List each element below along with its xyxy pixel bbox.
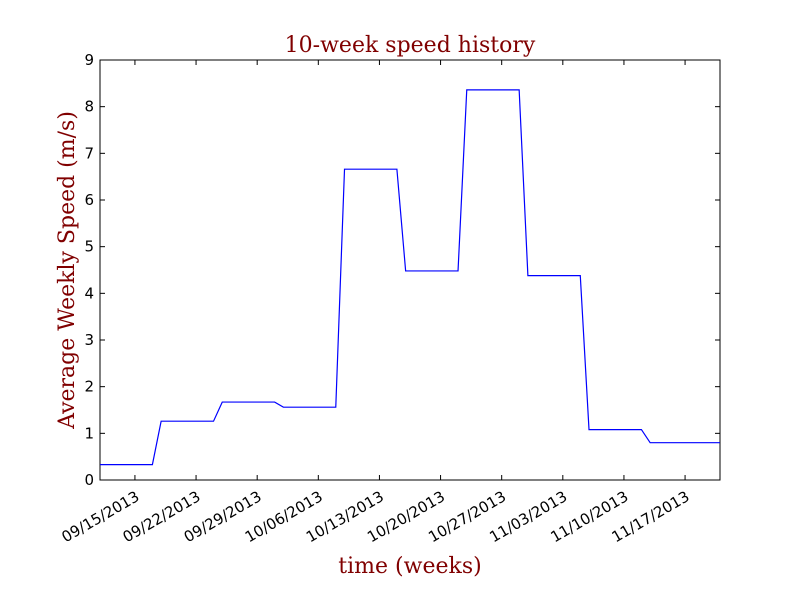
series-layer xyxy=(100,89,720,466)
y-tick-label: 1 xyxy=(84,424,94,442)
y-tick-label: 4 xyxy=(84,284,94,302)
y-tick-label: 0 xyxy=(84,471,94,489)
y-axis-ticks: 0 1 2 3 4 5 6 7 8 9 xyxy=(84,51,720,489)
y-axis-label: Average Weekly Speed (m/s) xyxy=(55,111,80,430)
y-tick-label: 8 xyxy=(84,98,94,116)
y-tick-label: 6 xyxy=(84,191,94,209)
x-axis-label: time (weeks) xyxy=(338,554,481,579)
y-tick-label: 3 xyxy=(84,331,94,349)
y-tick-label: 5 xyxy=(84,238,94,256)
chart-title: 10-week speed history xyxy=(285,33,536,58)
y-tick-label: 9 xyxy=(84,51,94,69)
y-tick-label: 7 xyxy=(84,144,94,162)
y-tick-label: 2 xyxy=(84,378,94,396)
series-line-0 xyxy=(100,89,720,466)
plot-area-frame xyxy=(99,59,721,481)
